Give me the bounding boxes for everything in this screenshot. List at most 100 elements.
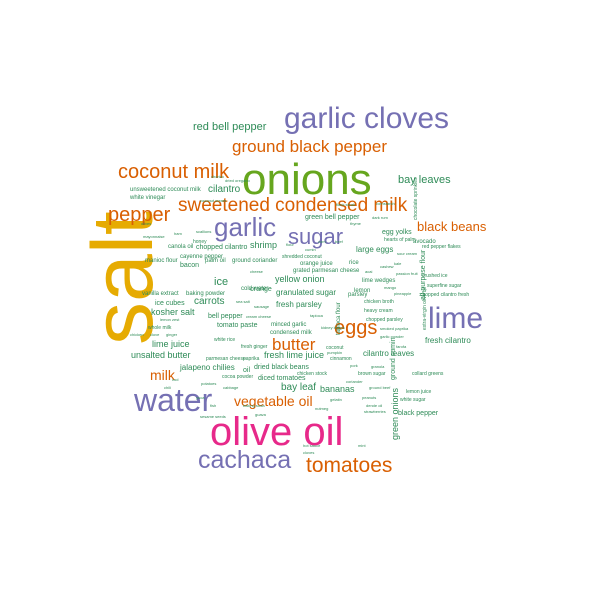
word-vegetable-oil: vegetable oil xyxy=(234,393,313,409)
word-pepper: pepper xyxy=(108,204,171,226)
word-egg-yolks: egg yolks xyxy=(382,229,412,236)
word-diced-tomatoes: diced tomatoes xyxy=(258,375,306,382)
word-coconut: coconut xyxy=(326,345,344,351)
word-sesame-seeds: sesame seeds xyxy=(200,414,226,419)
word-smoked-paprika: smoked paprika xyxy=(380,326,409,331)
word-pineapple: pineapple xyxy=(394,291,412,296)
word-fresh-cilantro: fresh cilantro xyxy=(425,336,471,345)
word-flank-steak: flank steak xyxy=(336,202,356,207)
word-superfine-sugar: superfine sugar xyxy=(427,283,462,289)
word-fish: fish xyxy=(210,403,217,408)
word-cream-cheese: cream cheese xyxy=(246,314,272,319)
word-granola: granola xyxy=(371,364,385,369)
word-tomato-paste: tomato paste xyxy=(217,322,258,329)
word-parsley: parsley xyxy=(348,292,368,298)
word-potatoes: potatoes xyxy=(201,381,217,386)
word-chicken-stock: chicken stock xyxy=(297,371,328,377)
word-pumpkin: pumpkin xyxy=(327,350,343,355)
word-ground-black-pepper: ground black pepper xyxy=(232,137,388,156)
word-olives: olives xyxy=(141,221,152,226)
word-white-rice: white rice xyxy=(214,337,236,343)
word-red-pepper-flakes: red pepper flakes xyxy=(422,244,461,250)
word-eggs: eggs xyxy=(334,317,378,339)
word-shrimp: shrimp xyxy=(250,240,278,250)
word-cloves: cloves xyxy=(303,450,315,455)
word-sea-salt: sea salt xyxy=(236,299,250,304)
word-minced-garlic: minced garlic xyxy=(271,322,307,328)
word-palm-oil: palm oil xyxy=(205,258,226,264)
word-vanilla-extract: vanilla extract xyxy=(142,291,179,297)
word-onions: onions xyxy=(242,155,372,204)
word-large-eggs: large eggs xyxy=(356,245,394,254)
word-fresh-lime-juice: fresh lime juice xyxy=(264,350,325,360)
word-canola-oil: canola oil xyxy=(168,244,194,250)
word-lime-wedges: lime wedges xyxy=(362,278,396,284)
word-ground-coriander: ground coriander xyxy=(232,258,278,264)
word-avocado: avocado xyxy=(413,239,436,245)
word-cilantro-leaves: cilantro leaves xyxy=(363,349,415,358)
word-bay-leaf: bay leaf xyxy=(281,382,317,393)
word-passion-fruit: passion fruit xyxy=(396,271,418,276)
word-paprika: paprika xyxy=(243,356,260,362)
word-cilantro: cilantro xyxy=(208,184,241,195)
word-black-beans: black beans xyxy=(417,219,487,234)
word-mango: mango xyxy=(384,285,397,290)
word-lemon-zest: lemon zest xyxy=(160,317,180,322)
word-coconut-milk: coconut milk xyxy=(118,161,230,183)
word-fresh-ginger: fresh ginger xyxy=(241,344,268,350)
word-sugar: sugar xyxy=(288,224,344,249)
word-mayonnaise: mayonnaise xyxy=(143,234,165,239)
word-clove: clove xyxy=(150,332,160,337)
word-dende-oil: dende oil xyxy=(366,403,383,408)
word-chopped-cilantro: chopped cilantro xyxy=(196,244,248,251)
word-white-vinegar: white vinegar xyxy=(130,195,166,201)
word-collard-greens: collard greens xyxy=(412,371,444,377)
word-bananas: bananas xyxy=(320,384,355,394)
word-hot-sauce: hot sauce xyxy=(303,443,321,448)
word-chocolate-sprinkles: chocolate sprinkles xyxy=(413,177,419,220)
word-bell-pepper: bell pepper xyxy=(208,313,243,320)
word-granulated-sugar: granulated sugar xyxy=(276,288,337,297)
word-grated-parmesan-cheese: grated parmesan cheese xyxy=(293,268,360,274)
word-dried-oregano: dried oregano xyxy=(225,178,250,183)
word-milk: milk xyxy=(150,367,175,383)
word-cachaca: cachaca xyxy=(198,446,292,474)
word-mint: mint xyxy=(358,443,366,448)
word-unsweetened-coconut-milk: unsweetened coconut milk xyxy=(130,187,201,193)
word-dark-rum: dark rum xyxy=(372,215,388,220)
word-ham: ham xyxy=(174,231,182,236)
word-ginger: ginger xyxy=(166,332,178,337)
word-corn: corn xyxy=(318,239,326,244)
word-cornstarch: cornstarch xyxy=(376,201,395,206)
word-tapioca: tapioca xyxy=(310,313,323,318)
word-hearts-of-palm: hearts of palm xyxy=(384,237,416,243)
word-fresh-parsley: fresh parsley xyxy=(276,300,322,309)
word-yellow-onion: yellow onion xyxy=(275,274,325,284)
word-bay-leaves: bay leaves xyxy=(398,174,451,186)
word-farofa: farofa xyxy=(396,344,407,349)
word-tapioca-flour: tapioca flour xyxy=(336,302,342,335)
word-thyme: thyme xyxy=(350,221,361,226)
word-white-sugar: white sugar xyxy=(400,397,426,403)
word-orange: orange xyxy=(250,286,272,293)
word-rice: rice xyxy=(349,260,359,266)
word-beef: beef xyxy=(335,239,343,244)
word-manioc-flour: manioc flour xyxy=(145,258,178,264)
word-cocoa-powder: cocoa powder xyxy=(222,374,254,380)
word-sausage: sausage xyxy=(254,304,270,309)
word-jalapeno-chilies: jalapeno chilies xyxy=(180,363,235,372)
word-chicken: chicken xyxy=(130,332,144,337)
word-carrots: carrots xyxy=(194,296,225,307)
word-honey: honey xyxy=(193,239,207,245)
word-baking-soda: baking soda xyxy=(243,403,265,408)
word-butter: butter xyxy=(272,335,316,354)
word-brown-sugar: brown sugar xyxy=(358,371,386,377)
word-black-pepper: black pepper xyxy=(398,410,439,417)
word-green-bell-pepper: green bell pepper xyxy=(305,214,360,221)
word-flour: flour xyxy=(286,242,294,247)
word-extra-virgin-olive-oil: extra-virgin olive oil xyxy=(422,287,428,330)
word-coconut-cream: coconut cream xyxy=(200,198,227,203)
word-chorizo: chorizo xyxy=(211,174,224,179)
word-red-bell-pepper: red bell pepper xyxy=(193,121,267,133)
